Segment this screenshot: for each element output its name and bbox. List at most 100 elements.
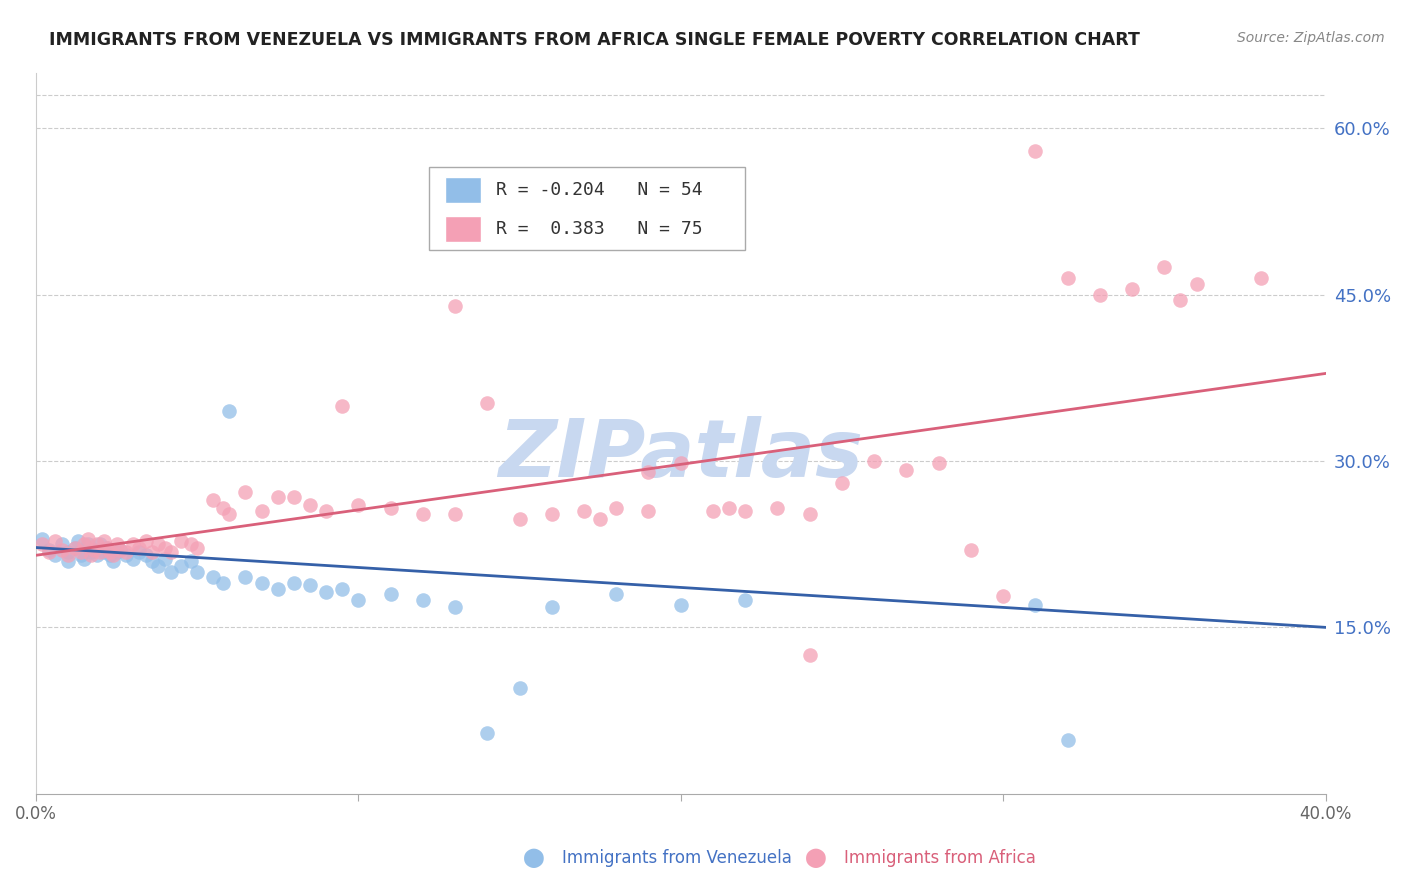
Point: [928, 456, 950, 470]
Point: [86, 549, 108, 563]
Point: [44, 533, 66, 548]
Point: [734, 592, 756, 607]
Point: [83, 542, 105, 557]
Point: [70, 549, 93, 563]
Point: [115, 545, 138, 559]
Point: [412, 592, 434, 607]
Point: [160, 565, 183, 579]
Point: [509, 681, 531, 696]
Point: [896, 463, 918, 477]
Point: [63, 541, 86, 555]
Point: [509, 179, 531, 194]
Point: [1250, 271, 1272, 285]
Point: [31, 532, 53, 546]
Point: [76, 537, 98, 551]
Point: [1088, 287, 1111, 301]
Point: [702, 504, 724, 518]
Point: [44, 549, 66, 563]
Point: [250, 576, 273, 591]
Point: [412, 508, 434, 522]
Point: [148, 537, 170, 551]
Point: [235, 485, 257, 500]
FancyBboxPatch shape: [444, 216, 481, 242]
Point: [89, 545, 111, 559]
Point: [283, 576, 305, 591]
Point: [444, 508, 467, 522]
Point: [267, 582, 290, 596]
Point: [80, 545, 103, 559]
Text: ⬤: ⬤: [804, 848, 827, 868]
Point: [128, 541, 150, 555]
Text: Immigrants from Venezuela: Immigrants from Venezuela: [562, 849, 792, 867]
Point: [128, 545, 150, 559]
Point: [315, 585, 337, 599]
Point: [1056, 271, 1078, 285]
Point: [718, 500, 741, 515]
Point: [105, 545, 128, 559]
Point: [141, 545, 163, 559]
Point: [115, 549, 138, 563]
Point: [235, 570, 257, 584]
Point: [108, 542, 131, 557]
Point: [96, 541, 118, 555]
FancyBboxPatch shape: [429, 167, 745, 250]
Point: [799, 648, 821, 662]
Point: [572, 504, 595, 518]
Point: [347, 592, 370, 607]
Point: [1024, 598, 1046, 612]
Text: IMMIGRANTS FROM VENEZUELA VS IMMIGRANTS FROM AFRICA SINGLE FEMALE POVERTY CORREL: IMMIGRANTS FROM VENEZUELA VS IMMIGRANTS …: [49, 31, 1140, 49]
Point: [298, 499, 321, 513]
Point: [1185, 277, 1208, 291]
Point: [605, 500, 627, 515]
Point: [153, 551, 176, 566]
Point: [212, 500, 235, 515]
Point: [991, 590, 1014, 604]
Point: [103, 554, 125, 568]
Point: [160, 545, 183, 559]
Point: [56, 545, 79, 559]
Point: [734, 504, 756, 518]
Point: [444, 299, 467, 313]
Point: [56, 554, 79, 568]
Point: [51, 542, 73, 557]
Point: [669, 598, 692, 612]
Text: Immigrants from Africa: Immigrants from Africa: [844, 849, 1035, 867]
Point: [444, 600, 467, 615]
Point: [330, 582, 353, 596]
Point: [605, 587, 627, 601]
Point: [380, 500, 402, 515]
Point: [1121, 282, 1143, 296]
Point: [218, 404, 240, 418]
Point: [267, 490, 290, 504]
Point: [298, 578, 321, 592]
Point: [98, 545, 121, 559]
Text: Source: ZipAtlas.com: Source: ZipAtlas.com: [1237, 31, 1385, 45]
Point: [56, 549, 79, 563]
Point: [93, 533, 115, 548]
Point: [218, 508, 240, 522]
Point: [315, 504, 337, 518]
Point: [212, 576, 235, 591]
Point: [186, 565, 208, 579]
Point: [153, 541, 176, 555]
Point: [135, 549, 157, 563]
Point: [477, 396, 499, 410]
Point: [1056, 733, 1078, 747]
Point: [960, 542, 983, 557]
Point: [141, 554, 163, 568]
Point: [70, 545, 93, 559]
Text: R = -0.204   N = 54: R = -0.204 N = 54: [496, 181, 703, 199]
Point: [540, 508, 562, 522]
Text: ⬤: ⬤: [523, 848, 546, 868]
Point: [80, 549, 103, 563]
Point: [121, 551, 143, 566]
Point: [148, 559, 170, 574]
Point: [108, 542, 131, 557]
Point: [83, 542, 105, 557]
FancyBboxPatch shape: [444, 177, 481, 202]
Point: [73, 537, 96, 551]
Point: [202, 492, 225, 507]
Point: [186, 541, 208, 555]
Text: R =  0.383   N = 75: R = 0.383 N = 75: [496, 219, 703, 238]
Point: [170, 533, 193, 548]
